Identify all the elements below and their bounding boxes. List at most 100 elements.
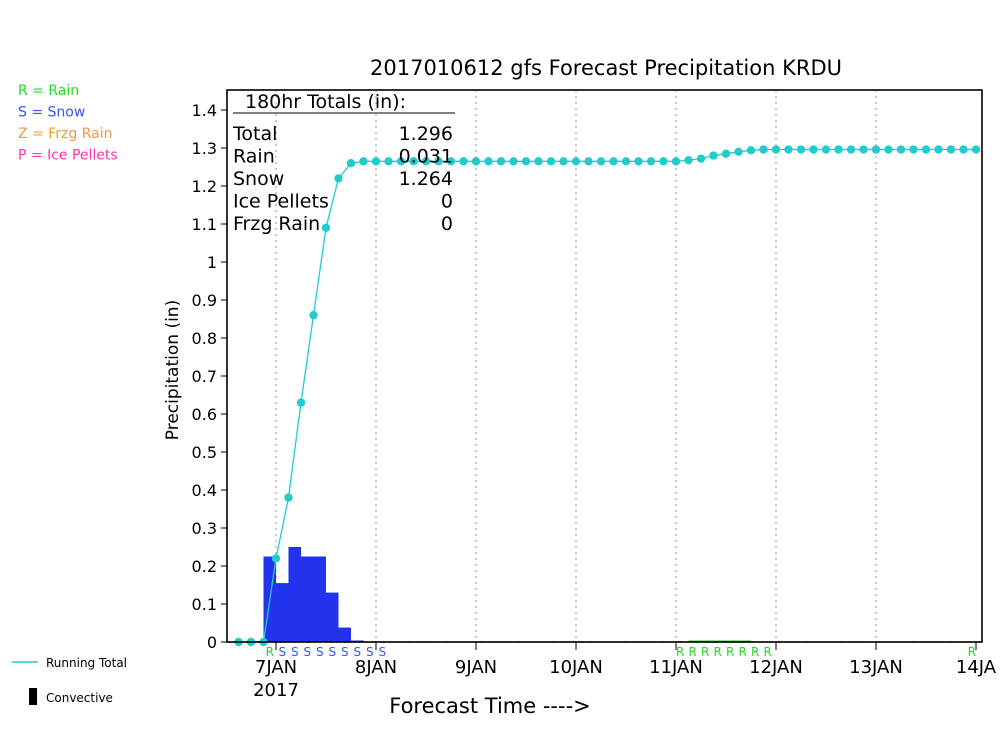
x-tick-label: 12JAN xyxy=(749,657,803,678)
running-total-point xyxy=(371,157,381,166)
running-total-point xyxy=(534,157,543,166)
ptype-marker: S xyxy=(366,645,374,659)
running-total-point xyxy=(334,174,343,183)
legend: R = Rain S = Snow Z = Frzg Rain P = Ice Pel… xyxy=(12,83,127,705)
running-total-point xyxy=(359,157,368,166)
ptype-marker: S xyxy=(353,645,361,659)
running-total-point xyxy=(796,145,806,154)
x-tick-label: 11JAN xyxy=(649,657,703,678)
ptype-marker: S xyxy=(341,645,349,659)
x-tick-label: 14JA xyxy=(956,657,997,678)
totals-value: 1.264 xyxy=(399,168,453,190)
plot-frame xyxy=(226,89,983,643)
running-total-point xyxy=(559,157,568,166)
legend-item-P: P = Ice Pellets xyxy=(18,148,118,164)
x-tick-label: 13JAN xyxy=(849,657,903,678)
legend-item-R: R = Rain xyxy=(18,83,79,99)
running-total-point xyxy=(746,146,756,155)
ptype-marker: R xyxy=(676,645,684,659)
ptype-marker: R xyxy=(713,645,721,659)
y-tick-label: 1 xyxy=(207,253,217,272)
running-total-point xyxy=(621,157,631,166)
snow-bar-3 xyxy=(301,556,326,642)
running-total-point xyxy=(909,145,918,154)
totals-label: Snow xyxy=(233,168,284,190)
ptype-marker: S xyxy=(378,645,386,659)
running-total-line xyxy=(238,148,976,643)
running-total-point xyxy=(684,155,693,165)
running-total-point xyxy=(959,145,968,154)
running-total-point xyxy=(884,145,893,154)
ptype-marker: R xyxy=(968,645,976,659)
running-total-point xyxy=(284,493,293,502)
ptype-marker: S xyxy=(278,645,286,659)
ptype-marker: R xyxy=(266,645,274,659)
y-tick-label: 1.1 xyxy=(192,215,217,234)
running-total-point xyxy=(946,145,956,154)
y-axis-label: Precipitation (in) xyxy=(163,300,183,440)
snow-bar-4 xyxy=(326,592,339,642)
running-total-point xyxy=(821,145,831,154)
running-total-point xyxy=(846,145,856,154)
x-tick-label: 10JAN xyxy=(549,657,603,678)
convective-legend-swatch xyxy=(29,688,37,705)
running-total-point xyxy=(709,151,718,160)
running-total-point xyxy=(296,398,306,407)
running-total-point xyxy=(584,157,593,166)
running-total-point xyxy=(421,157,431,166)
x-tick-sublabel: 2017 xyxy=(253,680,299,701)
y-tick-label: 0.4 xyxy=(192,481,217,500)
running-total-point xyxy=(871,145,881,154)
y-tick-label: 0.1 xyxy=(192,595,217,614)
running-total-point xyxy=(609,157,618,166)
legend-item-Z: Z = Frzg Rain xyxy=(18,126,112,142)
totals-value: 1.296 xyxy=(399,123,453,145)
running-total-point xyxy=(384,157,393,166)
running-total-point xyxy=(671,157,681,166)
running-total-point xyxy=(396,157,406,166)
y-tick-label: 0.6 xyxy=(192,405,217,424)
x-tick-label: 7JAN xyxy=(255,657,297,678)
running-total-point xyxy=(271,554,281,563)
y-tick-label: 0.5 xyxy=(192,443,217,462)
running-total-point xyxy=(496,157,506,166)
running-total-point xyxy=(784,145,793,154)
ptype-marker: R xyxy=(738,645,746,659)
plot-area: 0 0.1 0.2 0.3 0.4 0.5 0.6 0.7 0.8 0.9 1 1.1 1.2 1.3 1.… xyxy=(192,89,997,701)
ptype-marker: S xyxy=(291,645,299,659)
y-tick-label: 0.7 xyxy=(192,367,217,386)
running-total-point xyxy=(484,157,493,166)
x-axis-label: Forecast Time ----> xyxy=(389,694,591,718)
running-total-point xyxy=(409,157,418,166)
y-tick-label: 1.2 xyxy=(192,177,217,196)
legend-item-S: S = Snow xyxy=(18,105,85,121)
totals-value: 0 xyxy=(441,191,453,213)
x-tick-label: 8JAN xyxy=(355,657,397,678)
totals-label: Frzg Rain xyxy=(233,213,320,235)
running-total-point xyxy=(509,157,518,166)
running-total-point xyxy=(546,157,556,166)
running-total-point xyxy=(646,157,656,166)
totals-value: 0 xyxy=(441,213,453,235)
ptype-marker: R xyxy=(763,645,771,659)
totals-label: Rain xyxy=(233,146,275,168)
running-total-point xyxy=(596,157,606,166)
ptype-marker: R xyxy=(701,645,709,659)
y-tick-label: 0.8 xyxy=(192,329,217,348)
convective-legend-label: Convective xyxy=(46,691,113,705)
snow-bar-5 xyxy=(338,627,351,642)
totals-value: 0.031 xyxy=(399,146,453,168)
running-total-point xyxy=(721,149,731,158)
ptype-marker: S xyxy=(316,645,324,659)
running-total-point xyxy=(521,157,531,166)
ptype-marker: R xyxy=(751,645,759,659)
running-total-point xyxy=(809,145,818,154)
ptype-marker: S xyxy=(303,645,311,659)
ptype-marker: S xyxy=(328,645,336,659)
snow-bar-1 xyxy=(276,583,289,642)
running-total-point xyxy=(771,145,781,154)
running-total-point xyxy=(971,145,981,154)
y-tick-label: 0.9 xyxy=(192,291,217,310)
